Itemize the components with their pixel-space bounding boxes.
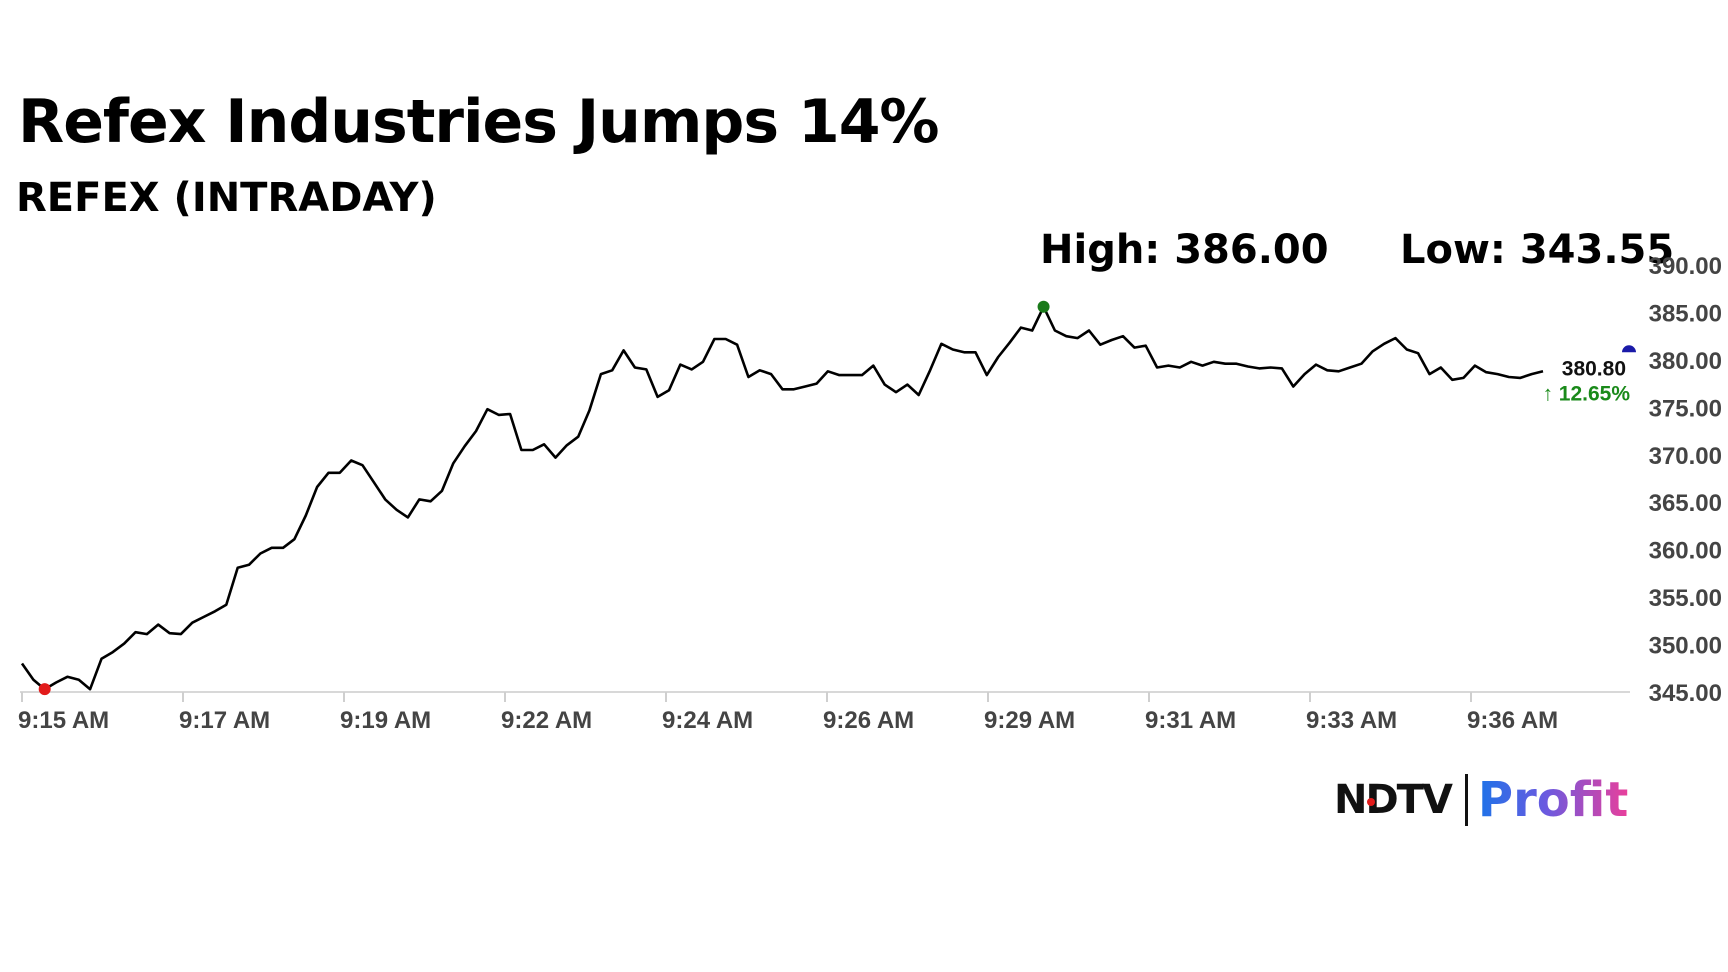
y-tick-label: 345.00 bbox=[1649, 680, 1722, 707]
logo-red-dot bbox=[1367, 798, 1375, 806]
last-point-marker bbox=[1622, 345, 1636, 353]
low-price-label: Low: 343.55 bbox=[1400, 227, 1675, 273]
x-tick-label: 9:29 AM bbox=[984, 707, 1075, 734]
x-axis-ticks: 9:15 AM 9:17 AM 9:19 AM 9:22 AM 9:24 AM 9:26 … bbox=[18, 692, 1558, 734]
page-title: Refex Industries Jumps 14% bbox=[18, 87, 940, 157]
high-point-marker bbox=[1037, 300, 1050, 313]
x-tick-label: 9:19 AM bbox=[340, 707, 431, 734]
y-tick-label: 385.00 bbox=[1649, 300, 1722, 327]
price-series-line bbox=[20, 305, 1544, 691]
ndtv-profit-logo: NDTV Profit bbox=[1334, 772, 1628, 828]
chart-subtitle: REFEX (INTRADAY) bbox=[16, 175, 437, 221]
y-tick-label: 350.00 bbox=[1649, 633, 1722, 660]
y-axis-ticks: 390.00 385.00 380.00 375.00 370.00 365.00 360.… bbox=[1649, 253, 1722, 707]
price-change-label: ↑ 12.65% bbox=[1542, 382, 1630, 405]
x-tick-label: 9:15 AM bbox=[18, 707, 109, 734]
y-tick-label: 380.00 bbox=[1649, 348, 1722, 375]
x-tick-label: 9:24 AM bbox=[662, 707, 753, 734]
x-tick-label: 9:26 AM bbox=[823, 707, 914, 734]
x-tick-label: 9:17 AM bbox=[179, 707, 270, 734]
y-tick-label: 355.00 bbox=[1649, 585, 1722, 612]
y-tick-label: 375.00 bbox=[1649, 395, 1722, 422]
last-price-label: 380.80 bbox=[1562, 357, 1626, 380]
y-tick-label: 370.00 bbox=[1649, 443, 1722, 470]
x-tick-label: 9:31 AM bbox=[1145, 707, 1236, 734]
y-tick-label: 390.00 bbox=[1649, 253, 1722, 280]
x-tick-label: 9:36 AM bbox=[1467, 707, 1558, 734]
x-tick-label: 9:22 AM bbox=[501, 707, 592, 734]
logo-ndtv: NDTV bbox=[1334, 777, 1453, 823]
x-tick-label: 9:33 AM bbox=[1306, 707, 1397, 734]
y-tick-label: 365.00 bbox=[1649, 490, 1722, 517]
logo-divider bbox=[1464, 774, 1468, 826]
logo-profit: Profit bbox=[1477, 772, 1629, 828]
y-tick-label: 360.00 bbox=[1649, 538, 1722, 565]
low-point-marker bbox=[38, 683, 51, 696]
high-price-label: High: 386.00 bbox=[1040, 227, 1329, 273]
